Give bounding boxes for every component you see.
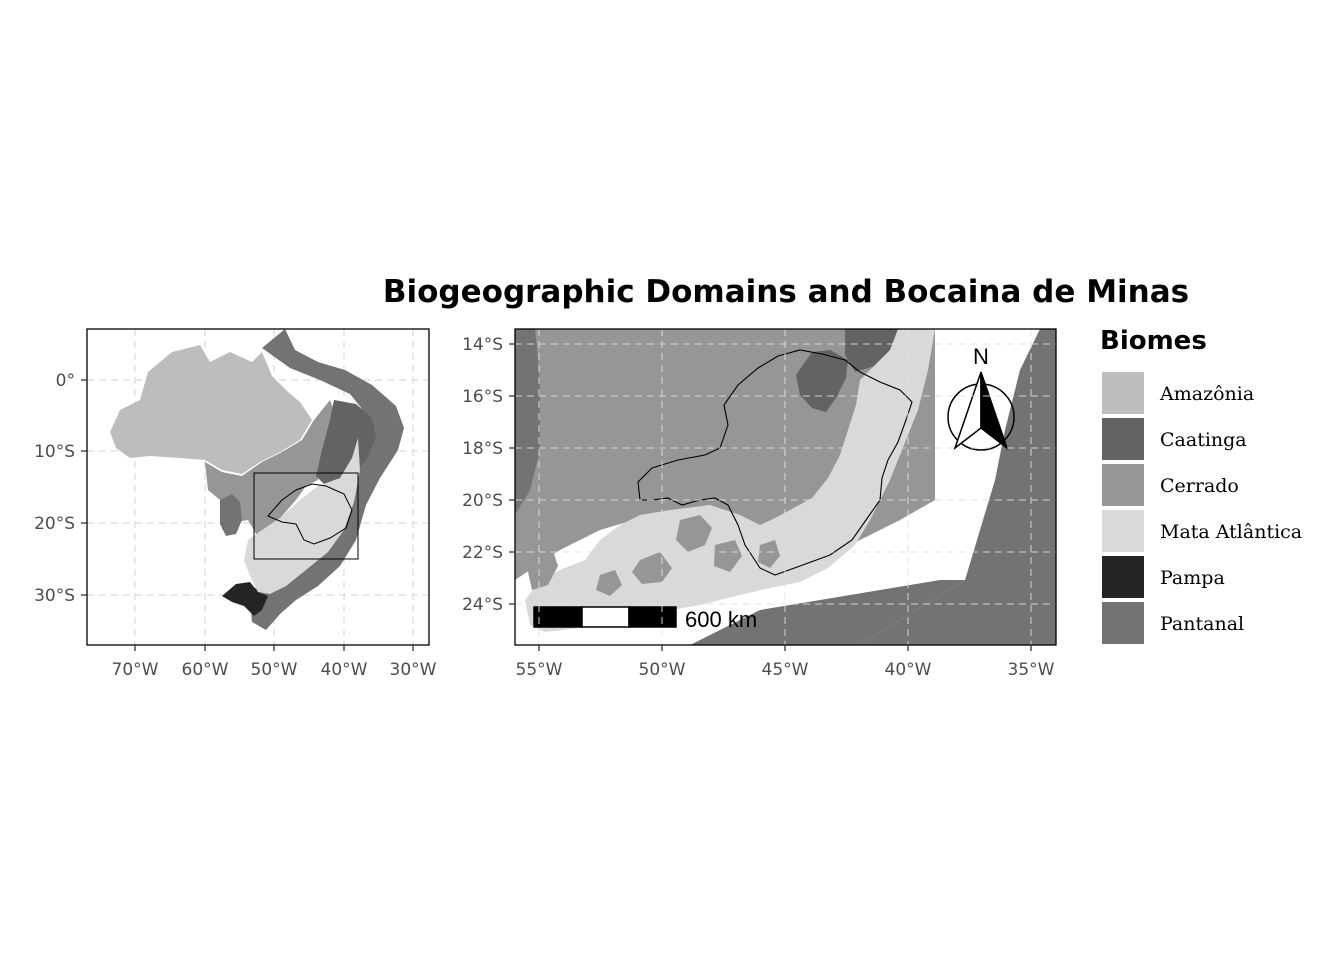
overview-x-tick: 30°W <box>390 660 437 680</box>
overview-y-tick: 20°S <box>34 514 75 534</box>
overview-x-tick: 60°W <box>182 660 229 680</box>
legend-swatch <box>1102 602 1144 644</box>
detail-pantanal-west <box>515 329 540 515</box>
legend-swatch <box>1102 372 1144 414</box>
north-label: N <box>973 344 989 369</box>
legend-label: Amazônia <box>1160 383 1255 405</box>
detail-y-tick: 16°S <box>462 387 503 407</box>
north-arrow-icon: N <box>947 344 1015 451</box>
detail-x-tick: 55°W <box>516 660 563 680</box>
detail-cerrado-fragment <box>676 515 712 552</box>
detail-gridlines <box>515 329 1056 645</box>
detail-y-tick: 22°S <box>462 543 503 563</box>
legend-label: Caatinga <box>1160 429 1247 451</box>
overview-caatinga <box>316 400 376 488</box>
legend-label: Cerrado <box>1160 475 1239 497</box>
overview-x-axis: 70°W 60°W 50°W 40°W 30°W <box>112 645 437 680</box>
legend-swatch <box>1102 510 1144 552</box>
detail-cerrado-fragment <box>528 548 558 590</box>
legend-label: Pantanal <box>1160 613 1245 635</box>
legend-swatch <box>1102 556 1144 598</box>
scale-bar: 600 km <box>533 606 757 632</box>
overview-pampa <box>222 582 268 616</box>
detail-y-tick: 20°S <box>462 491 503 511</box>
detail-x-axis: 55°W 50°W 45°W 40°W 35°W <box>516 645 1055 680</box>
overview-amazonia <box>110 345 312 474</box>
overview-y-tick: 10°S <box>34 442 75 462</box>
overview-map: 0° 10°S 20°S 30°S 70°W 60°W 50°W 40°W 30… <box>34 328 437 680</box>
detail-cerrado-fragment <box>596 570 622 596</box>
detail-x-tick: 40°W <box>885 660 932 680</box>
detail-y-tick: 24°S <box>462 595 503 615</box>
detail-y-tick: 14°S <box>462 335 503 355</box>
scale-bar-label: 600 km <box>685 607 757 632</box>
overview-y-tick: 30°S <box>34 586 75 606</box>
legend-label: Mata Atlântica <box>1160 521 1303 543</box>
overview-x-tick: 50°W <box>251 660 298 680</box>
detail-x-tick: 35°W <box>1008 660 1055 680</box>
detail-map: 600 km N <box>462 328 1057 680</box>
overview-pantanal-wetland <box>220 494 242 536</box>
overview-x-tick: 40°W <box>321 660 368 680</box>
legend-title: Biomes <box>1100 326 1207 356</box>
detail-caatinga-north <box>845 329 898 372</box>
detail-cerrado-fragment <box>714 540 742 572</box>
legend-label: Pampa <box>1160 567 1225 589</box>
legend-swatch <box>1102 464 1144 506</box>
overview-mata-atlantica <box>244 438 360 594</box>
detail-x-tick: 45°W <box>762 660 809 680</box>
overview-minas-outline <box>267 483 353 545</box>
overview-x-tick: 70°W <box>112 660 159 680</box>
map-title: Biogeographic Domains and Bocaina de Min… <box>382 274 1190 310</box>
overview-panel-border <box>86 328 430 646</box>
overview-y-axis: 0° 10°S 20°S 30°S <box>34 371 87 606</box>
detail-cerrado-fragment <box>758 540 780 568</box>
overview-y-tick: 0° <box>56 371 75 391</box>
overview-biomes <box>110 329 404 630</box>
detail-biomes: 600 km N <box>515 329 1056 645</box>
detail-mata-atlantica <box>525 329 935 632</box>
overview-inset-box <box>253 472 359 560</box>
detail-pantanal-east <box>860 329 1056 645</box>
legend-swatch <box>1102 418 1144 460</box>
detail-minas-outline <box>637 349 913 576</box>
detail-pantanal-south <box>690 580 965 645</box>
detail-y-tick: 18°S <box>462 439 503 459</box>
detail-x-tick: 50°W <box>639 660 686 680</box>
detail-y-axis: 14°S 16°S 18°S 20°S 22°S 24°S <box>462 335 515 615</box>
